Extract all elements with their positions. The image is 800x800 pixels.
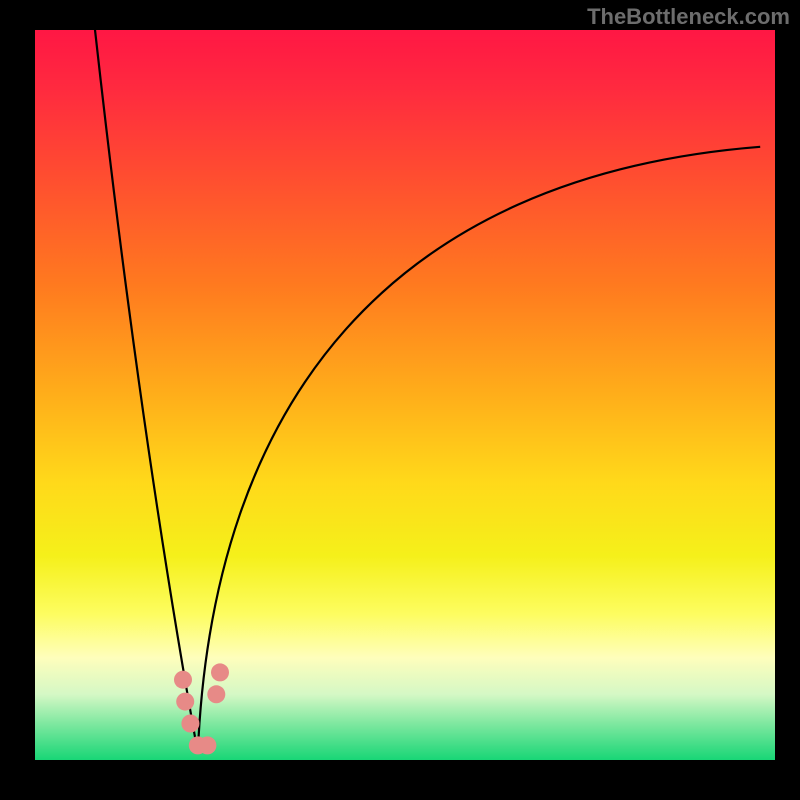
gradient-background (35, 30, 775, 760)
marker-dot (207, 685, 225, 703)
chart-container: TheBottleneck.com (0, 0, 800, 800)
marker-dot (176, 693, 194, 711)
marker-dot (181, 715, 199, 733)
marker-dot (198, 736, 216, 754)
bottleneck-chart (0, 0, 800, 800)
marker-dot (211, 663, 229, 681)
marker-dot (174, 671, 192, 689)
watermark-text: TheBottleneck.com (587, 4, 790, 30)
